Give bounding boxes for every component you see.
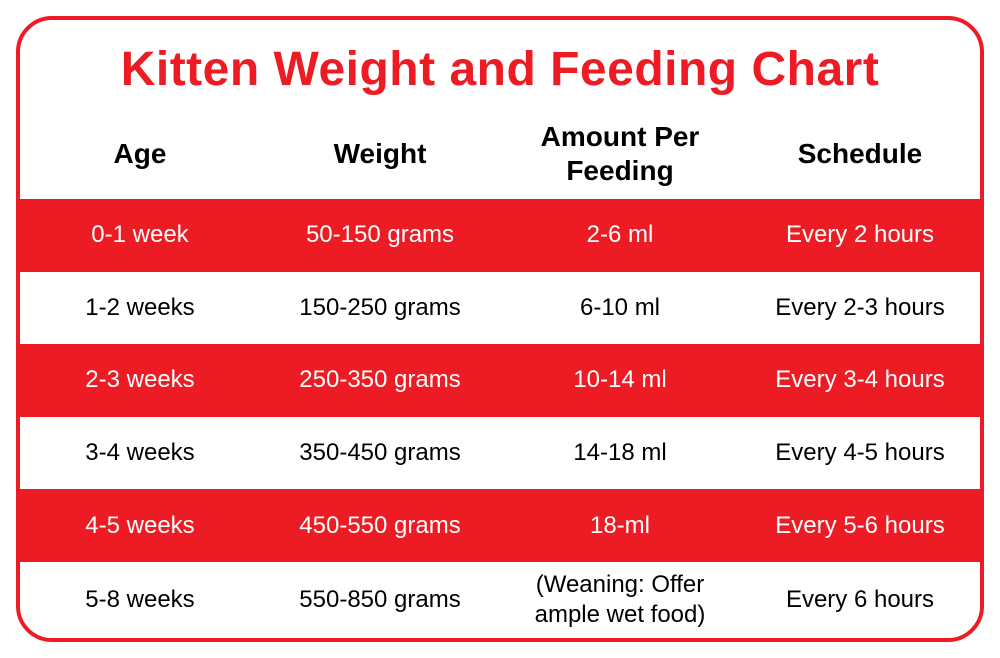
cell-weight: 450-550 grams [260,503,500,549]
cell-amount: 18-ml [500,503,740,549]
chart-title: Kitten Weight and Feeding Chart [20,20,980,109]
cell-schedule: Every 6 hours [740,577,980,623]
cell-age: 3-4 weeks [20,430,260,476]
cell-amount: 14-18 ml [500,430,740,476]
table-row: 1-2 weeks 150-250 grams 6-10 ml Every 2-… [20,272,980,345]
cell-amount: 10-14 ml [500,357,740,403]
feeding-table: Age Weight Amount Per Feeding Schedule 0… [20,109,980,638]
cell-amount: 2-6 ml [500,212,740,258]
cell-weight: 550-850 grams [260,577,500,623]
cell-amount: (Weaning: Offer ample wet food) [500,562,740,638]
table-row: 3-4 weeks 350-450 grams 14-18 ml Every 4… [20,417,980,490]
cell-schedule: Every 4-5 hours [740,430,980,476]
table-header-row: Age Weight Amount Per Feeding Schedule [20,109,980,199]
cell-age: 2-3 weeks [20,357,260,403]
cell-weight: 50-150 grams [260,212,500,258]
table-row: 4-5 weeks 450-550 grams 18-ml Every 5-6 … [20,489,980,562]
col-header-age: Age [20,129,260,179]
cell-age: 4-5 weeks [20,503,260,549]
cell-schedule: Every 2 hours [740,212,980,258]
cell-weight: 250-350 grams [260,357,500,403]
table-row: 2-3 weeks 250-350 grams 10-14 ml Every 3… [20,344,980,417]
col-header-amount: Amount Per Feeding [500,112,740,195]
table-row: 0-1 week 50-150 grams 2-6 ml Every 2 hou… [20,199,980,272]
col-header-weight: Weight [260,129,500,179]
cell-amount: 6-10 ml [500,285,740,331]
cell-weight: 150-250 grams [260,285,500,331]
cell-weight: 350-450 grams [260,430,500,476]
cell-age: 1-2 weeks [20,285,260,331]
cell-age: 5-8 weeks [20,577,260,623]
col-header-schedule: Schedule [740,129,980,179]
cell-schedule: Every 5-6 hours [740,503,980,549]
cell-schedule: Every 3-4 hours [740,357,980,403]
chart-card: Kitten Weight and Feeding Chart Age Weig… [16,16,984,642]
cell-schedule: Every 2-3 hours [740,285,980,331]
cell-age: 0-1 week [20,212,260,258]
table-row: 5-8 weeks 550-850 grams (Weaning: Offer … [20,562,980,638]
